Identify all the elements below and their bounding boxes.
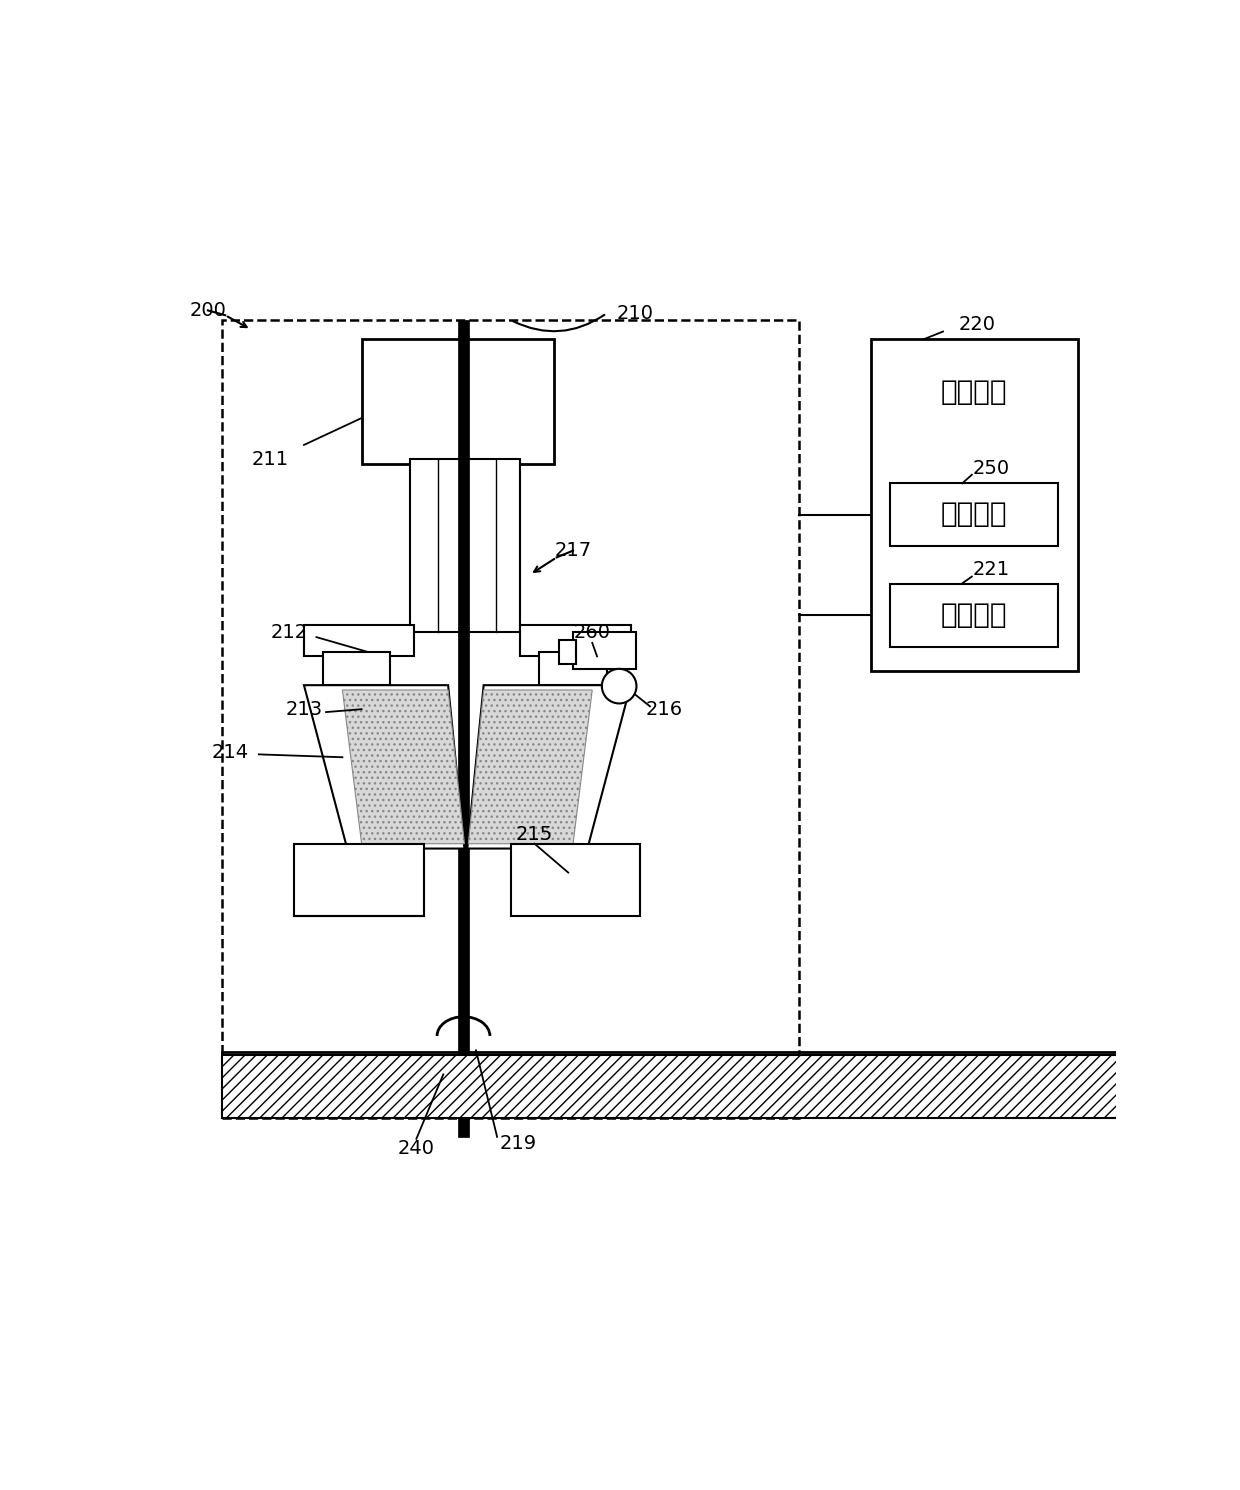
Bar (558, 641, 575, 665)
Bar (458, 320, 469, 1137)
Polygon shape (467, 685, 631, 848)
Text: 214: 214 (211, 744, 248, 761)
Polygon shape (304, 685, 465, 848)
Bar (890, 584, 1058, 647)
Bar (511, 843, 640, 916)
Bar (870, 340, 1078, 670)
Text: 存储单元: 存储单元 (940, 600, 1007, 629)
Text: 210: 210 (618, 304, 653, 323)
Text: 211: 211 (252, 450, 289, 469)
Text: 200: 200 (190, 301, 226, 320)
Text: 219: 219 (500, 1134, 537, 1153)
Polygon shape (469, 690, 593, 843)
Text: 240: 240 (398, 1138, 435, 1158)
Text: 217: 217 (554, 541, 591, 560)
Text: 220: 220 (959, 316, 996, 334)
Text: 213: 213 (285, 700, 322, 718)
Bar (294, 843, 424, 916)
Bar (222, 1055, 1145, 1118)
Text: 221: 221 (972, 560, 1009, 580)
Bar (324, 651, 391, 685)
Bar (521, 624, 631, 657)
Circle shape (601, 669, 636, 703)
Text: 260: 260 (574, 623, 611, 642)
Text: 215: 215 (516, 824, 553, 843)
Bar (362, 340, 554, 465)
Bar (539, 651, 606, 685)
Bar (890, 483, 1058, 545)
Bar (304, 624, 414, 657)
Text: 调整模块: 调整模块 (940, 501, 1007, 527)
Text: 216: 216 (646, 700, 683, 718)
Text: 212: 212 (272, 623, 308, 642)
Text: 250: 250 (972, 459, 1009, 478)
Text: 控制模块: 控制模块 (940, 378, 1007, 407)
Polygon shape (342, 690, 465, 843)
Bar (222, 320, 799, 1118)
Bar (409, 459, 521, 632)
Bar (573, 632, 636, 669)
